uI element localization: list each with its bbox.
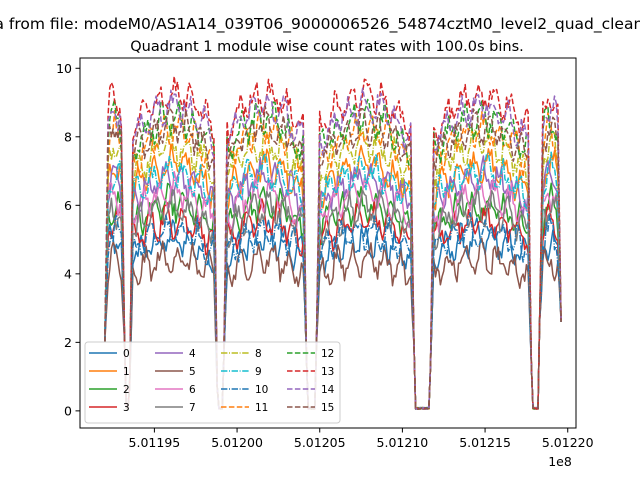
series-line-4 [104,155,562,410]
series-line-12 [104,98,562,410]
axes-frame [79,57,577,429]
x-tick-label: 5.01215 [459,435,511,450]
x-axis-ticks: 5.01195 5.01200 5.01205 5.01210 5.01215 5.012… [129,428,594,450]
legend-label-5: 5 [189,366,196,378]
x-tick-label: 5.01205 [294,435,346,450]
x-tick-label: 5.01210 [377,435,429,450]
x-tick-label: 5.01200 [211,435,263,450]
series-line-13 [104,75,562,410]
chart-title: Quadrant 1 module wise count rates with … [130,39,524,55]
y-tick-label: 6 [64,198,72,213]
y-tick-label: 2 [64,335,72,350]
x-offset-label: 1e8 [548,454,572,469]
series-line-10 [104,212,562,410]
legend-label-12: 12 [321,348,334,360]
series-line-6 [104,171,562,410]
legend-label-10: 10 [255,384,268,396]
series-line-3 [104,198,562,410]
legend-box [84,341,341,424]
legend-label-13: 13 [321,366,334,378]
series-line-14 [104,87,562,410]
legend-label-3: 3 [123,402,130,414]
legend-label-6: 6 [189,384,196,396]
chart-suptitle: Data from file: modeM0/AS1A14_039T06_900… [0,15,640,34]
legend-label-1: 1 [123,366,130,378]
legend-label-7: 7 [189,402,196,414]
legend-label-14: 14 [321,384,335,396]
y-axis-ticks: 0 2 4 6 8 10 [56,61,80,418]
legend-label-11: 11 [255,402,268,414]
series-line-7 [104,188,562,410]
legend-label-4: 4 [189,348,196,360]
series-line-15 [104,105,562,410]
legend-label-15: 15 [321,402,334,414]
legend-label-0: 0 [123,348,130,360]
x-tick-label: 5.01220 [542,435,594,450]
y-tick-label: 4 [64,266,72,281]
series-lines [104,75,562,410]
series-line-9 [104,151,562,410]
legend-label-8: 8 [255,348,262,360]
legend-label-9: 9 [255,366,262,378]
series-line-5 [104,237,562,410]
legend-label-2: 2 [123,384,130,396]
y-tick-label: 8 [64,129,72,144]
x-tick-label: 5.01195 [129,435,181,450]
y-tick-label: 10 [56,61,72,76]
series-line-8 [104,123,562,410]
y-tick-label: 0 [64,403,72,418]
